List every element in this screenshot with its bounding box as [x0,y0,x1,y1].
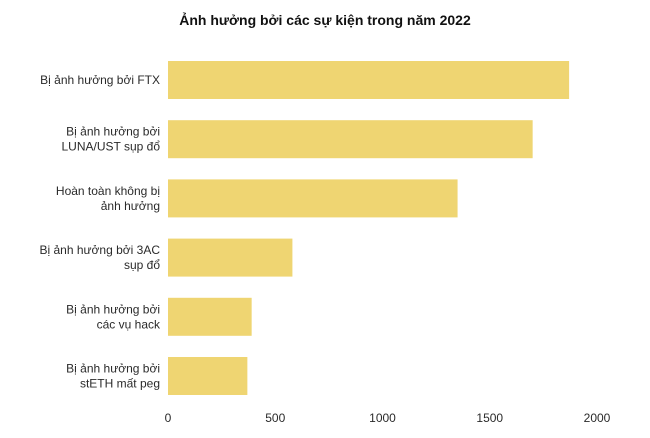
category-label-line: Bị ảnh hưởng bởi [66,302,160,316]
bar-2 [168,120,533,159]
category-label-1: Bị ảnh hưởng bởi FTX [40,73,160,87]
category-label-4: Bị ảnh hưởng bởi 3AC sụp đổ [39,243,160,272]
category-label-line: Hoàn toàn không bị [56,184,160,198]
x-axis-ticks: 0 500 1000 1500 2000 [165,411,611,425]
x-tick-label-0: 0 [165,411,172,425]
category-label-line: Bị ảnh hưởng bởi 3AC [39,243,160,257]
bar-5 [168,297,252,336]
chart-title: Ảnh hưởng bởi các sự kiện trong năm 2022 [179,12,471,28]
x-tick-label-2000: 2000 [584,411,611,425]
x-tick-label-500: 500 [265,411,285,425]
category-label-5: Bị ảnh hưởng bởi các vụ hack [66,302,161,331]
bars-group [168,61,570,395]
x-tick-label-1500: 1500 [476,411,503,425]
bar-4 [168,238,293,277]
category-label-3: Hoàn toàn không bị ảnh hưởng [56,184,160,213]
category-label-6: Bị ảnh hưởng bởi stETH mất peg [66,362,160,391]
category-label-line: LUNA/UST sụp đổ [62,140,161,154]
category-label-line: Bị ảnh hưởng bởi [66,125,160,139]
bar-3 [168,179,458,218]
bar-6 [168,357,248,395]
category-label-line: Bị ảnh hưởng bởi FTX [40,73,160,87]
category-label-line: ảnh hưởng [101,199,160,213]
x-tick-label-1000: 1000 [369,411,396,425]
category-label-line: Bị ảnh hưởng bởi [66,362,160,376]
category-label-line: stETH mất peg [80,377,160,391]
category-label-2: Bị ảnh hưởng bởi LUNA/UST sụp đổ [62,125,161,154]
category-label-line: sụp đổ [124,258,160,272]
category-label-line: các vụ hack [97,317,161,331]
bar-1 [168,61,570,99]
